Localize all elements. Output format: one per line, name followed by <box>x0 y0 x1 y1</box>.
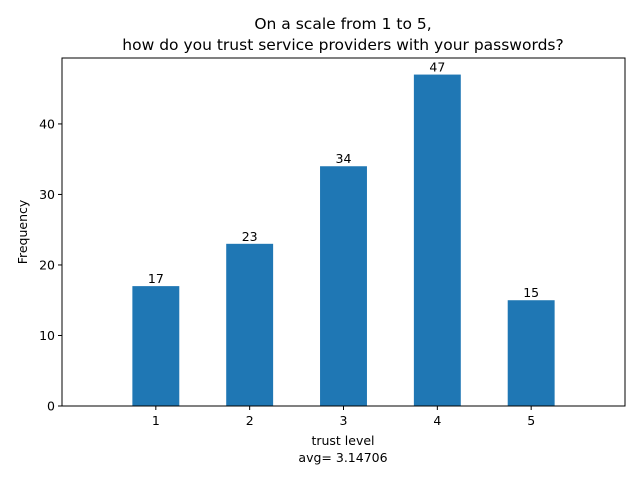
plot-frame <box>61 57 626 407</box>
x-axis-average-label: avg= 3.14706 <box>298 450 387 465</box>
y-tick-label-40: 40 <box>39 116 55 131</box>
data-label-1: 17 <box>148 271 164 286</box>
chart-title-line-2: how do you trust service providers with … <box>122 36 563 54</box>
data-label-4: 47 <box>429 60 445 75</box>
x-tick-label-4: 4 <box>433 413 441 428</box>
x-tick-label-2: 2 <box>246 413 254 428</box>
x-tick-label-1: 1 <box>152 413 160 428</box>
bar-4 <box>413 74 461 407</box>
y-tick-label-30: 30 <box>39 187 55 202</box>
bar-1 <box>132 286 180 406</box>
y-tick-label-0: 0 <box>47 399 55 414</box>
data-label-2: 23 <box>242 229 258 244</box>
x-tick-label-5: 5 <box>527 413 535 428</box>
x-axis-label: trust level <box>311 433 374 448</box>
bars-group <box>132 74 555 407</box>
data-label-3: 34 <box>336 151 352 166</box>
data-labels-group: 17 23 34 47 15 <box>148 60 539 301</box>
y-tick-label-20: 20 <box>39 257 55 272</box>
y-axis-label: Frequency <box>15 199 30 264</box>
bar-2 <box>226 243 274 406</box>
chart-title-line-1: On a scale from 1 to 5, <box>254 15 431 33</box>
data-label-5: 15 <box>523 285 539 300</box>
bar-5 <box>507 300 555 406</box>
y-ticks-group: 0 10 20 30 40 <box>39 116 62 414</box>
y-tick-label-10: 10 <box>39 328 55 343</box>
bar-3 <box>320 166 367 406</box>
x-ticks-group: 1 2 3 4 5 <box>152 406 535 428</box>
x-tick-label-3: 3 <box>340 413 348 428</box>
